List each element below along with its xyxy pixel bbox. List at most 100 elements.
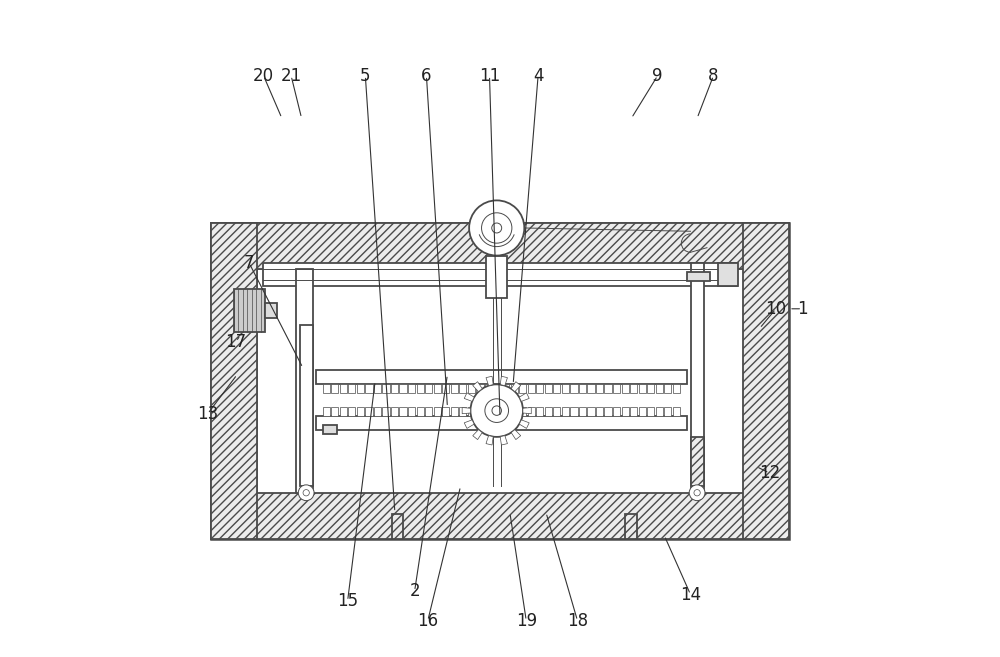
- Bar: [596, 384, 603, 393]
- Text: 12: 12: [759, 464, 780, 482]
- Bar: [625, 514, 637, 539]
- Bar: [613, 407, 620, 416]
- Bar: [417, 384, 424, 393]
- Bar: [476, 407, 484, 416]
- Bar: [673, 407, 680, 416]
- Bar: [656, 384, 663, 393]
- Bar: [579, 407, 586, 416]
- Bar: [408, 384, 415, 393]
- Bar: [296, 269, 313, 493]
- Bar: [357, 384, 364, 393]
- Bar: [340, 384, 347, 393]
- Circle shape: [469, 200, 524, 256]
- Bar: [622, 407, 629, 416]
- Bar: [485, 384, 492, 393]
- Bar: [687, 272, 710, 281]
- Circle shape: [689, 485, 705, 501]
- Bar: [459, 407, 466, 416]
- Polygon shape: [464, 393, 474, 401]
- Bar: [596, 407, 603, 416]
- Bar: [391, 384, 398, 393]
- Text: 17: 17: [225, 332, 246, 351]
- Polygon shape: [473, 430, 482, 440]
- Bar: [468, 407, 475, 416]
- Bar: [316, 416, 687, 430]
- Bar: [442, 407, 449, 416]
- Bar: [639, 384, 646, 393]
- Bar: [562, 407, 569, 416]
- Text: 7: 7: [244, 254, 254, 272]
- Polygon shape: [511, 382, 521, 392]
- Bar: [502, 384, 509, 393]
- Bar: [451, 384, 458, 393]
- Bar: [647, 407, 654, 416]
- Bar: [374, 384, 381, 393]
- Bar: [331, 384, 338, 393]
- Bar: [263, 263, 737, 286]
- Bar: [211, 223, 257, 539]
- Text: 8: 8: [708, 66, 719, 85]
- Bar: [425, 384, 432, 393]
- Bar: [323, 425, 337, 434]
- Bar: [365, 407, 373, 416]
- Bar: [562, 384, 569, 393]
- Bar: [579, 384, 586, 393]
- Bar: [348, 407, 355, 416]
- Circle shape: [470, 384, 523, 437]
- Bar: [528, 384, 535, 393]
- Bar: [536, 407, 543, 416]
- Polygon shape: [462, 407, 471, 414]
- Bar: [519, 384, 526, 393]
- Bar: [656, 407, 663, 416]
- Bar: [485, 407, 492, 416]
- Bar: [630, 407, 637, 416]
- Text: 13: 13: [197, 405, 218, 423]
- Bar: [743, 223, 789, 539]
- Polygon shape: [511, 430, 521, 440]
- Bar: [382, 407, 390, 416]
- Bar: [673, 384, 680, 393]
- Text: 9: 9: [652, 66, 663, 85]
- Bar: [511, 407, 518, 416]
- Polygon shape: [523, 407, 531, 414]
- Bar: [408, 407, 415, 416]
- Text: 18: 18: [567, 612, 588, 630]
- Bar: [365, 384, 373, 393]
- Text: 2: 2: [409, 582, 420, 600]
- Bar: [545, 384, 552, 393]
- Text: 4: 4: [533, 66, 543, 85]
- Bar: [434, 384, 441, 393]
- Bar: [257, 269, 743, 493]
- Bar: [323, 384, 330, 393]
- Circle shape: [492, 223, 502, 233]
- Polygon shape: [473, 382, 482, 392]
- Polygon shape: [486, 436, 493, 445]
- Bar: [493, 384, 501, 393]
- Polygon shape: [464, 420, 474, 428]
- Bar: [664, 407, 671, 416]
- Bar: [476, 384, 484, 393]
- Circle shape: [303, 489, 309, 496]
- Bar: [211, 493, 789, 539]
- Bar: [553, 384, 560, 393]
- Polygon shape: [519, 393, 529, 401]
- Bar: [511, 384, 518, 393]
- Bar: [392, 514, 403, 539]
- Bar: [664, 384, 671, 393]
- Bar: [211, 223, 789, 539]
- Bar: [486, 256, 507, 298]
- Bar: [613, 384, 620, 393]
- Bar: [647, 384, 654, 393]
- Bar: [553, 407, 560, 416]
- Text: 21: 21: [280, 66, 302, 85]
- Bar: [382, 384, 390, 393]
- Bar: [468, 384, 475, 393]
- Bar: [587, 407, 595, 416]
- Bar: [502, 407, 509, 416]
- Bar: [493, 407, 501, 416]
- Bar: [331, 407, 338, 416]
- Bar: [211, 223, 789, 269]
- Bar: [399, 384, 407, 393]
- Bar: [417, 407, 424, 416]
- Bar: [300, 325, 313, 486]
